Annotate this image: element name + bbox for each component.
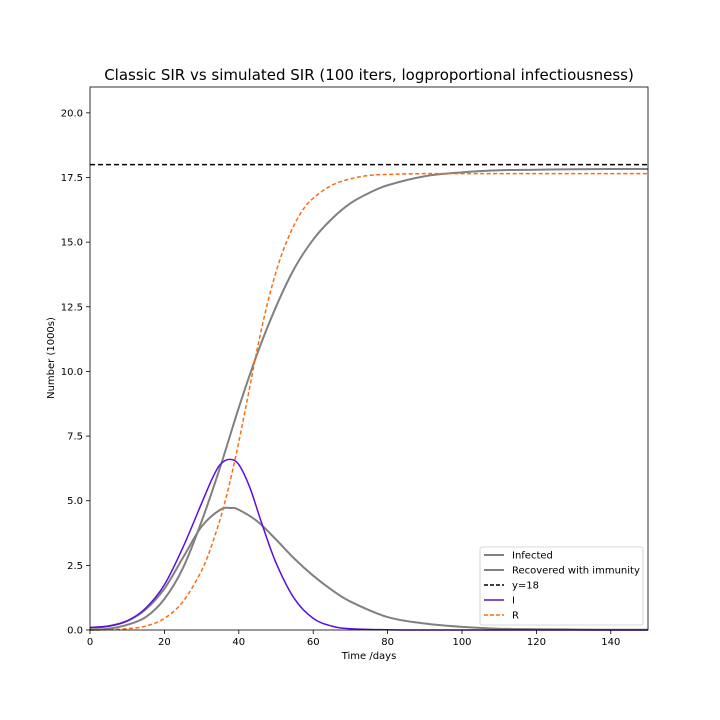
plot-area	[90, 87, 648, 630]
x-axis: 0 20 40 60 80 100 120 140	[87, 630, 620, 648]
x-tick-label: 140	[601, 637, 620, 648]
legend-label: R	[512, 611, 519, 622]
x-tick-label: 20	[158, 637, 171, 648]
plot-frame	[89, 86, 649, 631]
y-tick-label: 7.5	[67, 432, 83, 443]
series-layer	[89, 163, 649, 631]
y-tick-label: 5.0	[67, 496, 83, 507]
series-line-i	[89, 458, 649, 631]
y-axis-label: Number (1000s)	[46, 317, 57, 399]
legend-label: y=18	[512, 581, 539, 592]
legend-label: Infected	[512, 551, 553, 562]
x-tick-label: 100	[452, 637, 471, 648]
series-line-infected	[89, 506, 649, 631]
y-tick-label: 2.5	[67, 561, 83, 572]
y-tick-label: 10.0	[61, 367, 83, 378]
legend-label: I	[512, 596, 515, 607]
y-tick-label: 20.0	[61, 108, 83, 119]
series-line-r	[89, 172, 648, 631]
x-tick-label: 60	[307, 637, 320, 648]
x-axis-label: Time /days	[341, 651, 397, 662]
x-tick-label: 40	[232, 637, 245, 648]
y-axis: 0.0 2.5 5.0 7.5 10.0 12.5 15.0 17.5 20.0	[61, 108, 90, 637]
legend-label: Recovered with immunity	[512, 566, 640, 577]
y-tick-label: 17.5	[61, 173, 83, 184]
y-tick-label: 15.0	[61, 238, 83, 249]
y-tick-label: 0.0	[67, 626, 83, 637]
x-tick-label: 0	[87, 637, 93, 648]
x-tick-label: 120	[527, 637, 546, 648]
legend-box	[479, 546, 644, 626]
series-line-recovered-with-immunity	[89, 167, 649, 631]
y-tick-label: 12.5	[61, 302, 83, 313]
chart-title: Classic SIR vs simulated SIR (100 iters,…	[104, 66, 634, 84]
legend: Infected Recovered with immunity y=18 IR	[479, 546, 644, 626]
x-tick-label: 80	[381, 637, 394, 648]
